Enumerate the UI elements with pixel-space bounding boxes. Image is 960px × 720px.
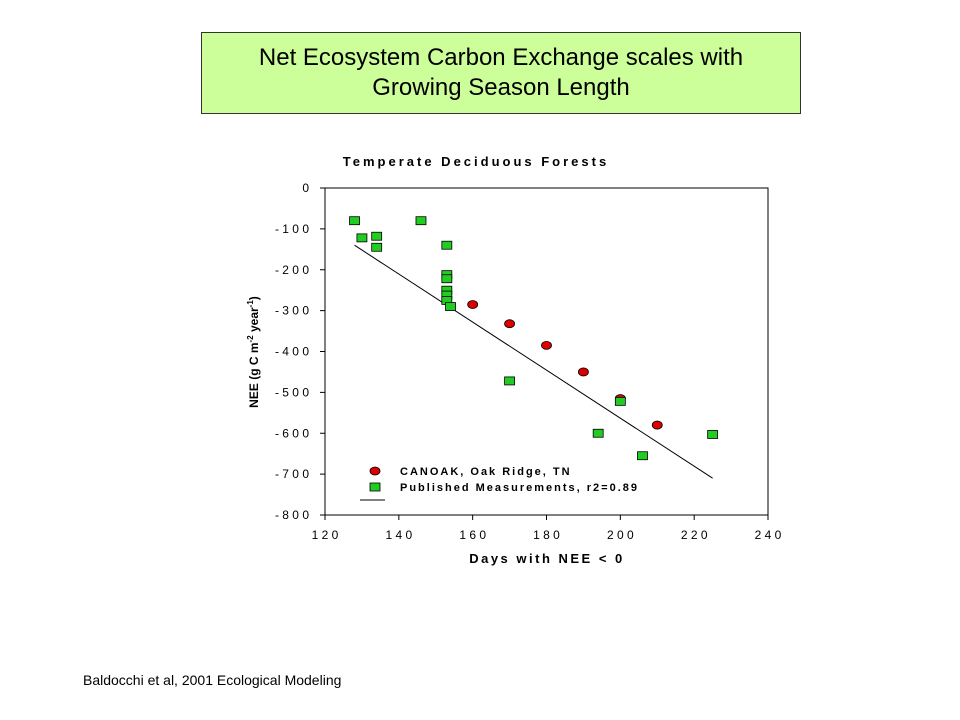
y-tick-label: - 2 0 0	[275, 263, 309, 277]
published-measurement-point	[415, 216, 427, 226]
published-measurement-point	[441, 274, 453, 284]
y-tick-label: - 4 0 0	[275, 345, 309, 359]
legend-label: Published Measurements, r2=0.89	[400, 482, 639, 494]
x-tick-label: 1 8 0	[533, 528, 560, 542]
citation: Baldocchi et al, 2001 Ecological Modelin…	[83, 672, 342, 688]
y-tick-label: - 6 0 0	[275, 426, 309, 440]
x-axis-label: Days with NEE < 0	[469, 551, 625, 566]
published-measurement-point	[707, 430, 719, 439]
published-measurement-point	[356, 233, 368, 243]
x-tick-label: 1 6 0	[459, 528, 486, 542]
published-measurement-point	[592, 428, 604, 438]
axes-group: 1 2 0 1 4 0 1 6 0 1 8 0 2 0 0 2 2 0 2 4 0 0 - 1 …	[275, 181, 782, 542]
chart-title: Temperate Deciduous Forests	[343, 154, 609, 169]
x-tick-label: 2 4 0	[755, 528, 782, 542]
published-measurement-point	[445, 302, 456, 311]
published-measurement-point	[371, 242, 383, 252]
y-tick-label: - 8 0 0	[275, 508, 309, 522]
x-tick-label: 2 0 0	[607, 528, 634, 542]
regression-line-group	[354, 244, 713, 479]
x-tick-label: 1 2 0	[312, 528, 339, 542]
legend-label: CANOAK, Oak Ridge, TN	[400, 466, 572, 478]
legend: CANOAK, Oak Ridge, TN Published Measureme…	[360, 466, 639, 501]
canoak-point	[467, 300, 479, 309]
published-measurement-point	[637, 451, 648, 461]
regression-line	[354, 244, 713, 479]
canoak-point	[504, 319, 515, 329]
legend-square-marker	[369, 482, 381, 492]
published-measurement-point	[441, 240, 453, 250]
slide-title: Net Ecosystem Carbon Exchange scales wit…	[258, 44, 744, 101]
y-tick-label: - 5 0 0	[275, 385, 309, 399]
published-measurement-point	[349, 216, 360, 226]
y-tick-label: - 7 0 0	[275, 467, 309, 481]
slide-title-box: Net Ecosystem Carbon Exchange scales wit…	[201, 32, 801, 114]
published-measurement-point	[614, 396, 626, 406]
published-measurement-point	[371, 231, 383, 241]
x-tick-label: 2 2 0	[681, 528, 708, 542]
legend-circle-marker	[369, 466, 381, 476]
y-tick-label: 0	[302, 181, 309, 195]
data-marks-group	[349, 216, 719, 461]
x-tick-label: 1 4 0	[385, 528, 412, 542]
canoak-point	[541, 340, 552, 350]
y-tick-label: - 1 0 0	[275, 222, 309, 236]
y-tick-label: - 3 0 0	[275, 304, 309, 318]
published-measurement-point	[504, 376, 515, 386]
canoak-point	[578, 367, 589, 377]
y-axis-label: NEE (g C m-2 year-1)	[246, 296, 261, 408]
canoak-point	[651, 420, 663, 430]
